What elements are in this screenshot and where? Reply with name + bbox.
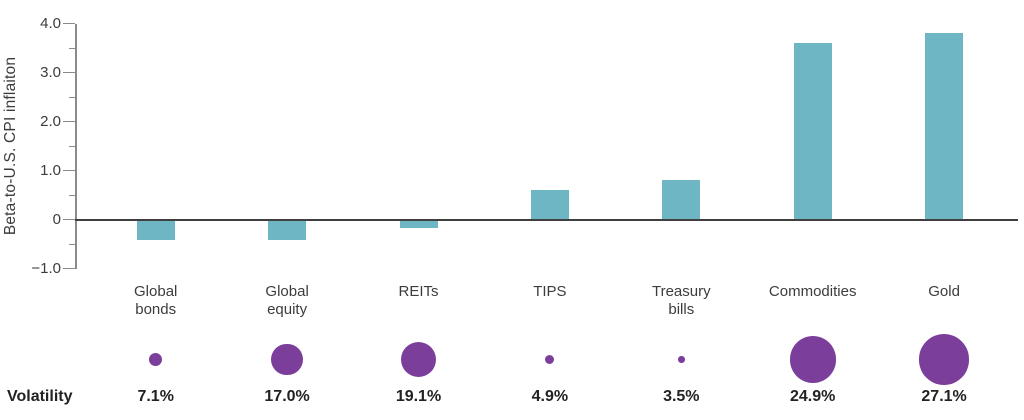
bar-global-equity [268, 220, 307, 241]
bar-tips [530, 190, 569, 220]
y-minor-tick-mark [69, 243, 75, 245]
volatility-value-reits: 19.1% [395, 388, 442, 405]
y-tick-label: 1.0 [40, 161, 61, 179]
y-minor-tick-mark [69, 145, 75, 147]
volatility-value-gold: 27.1% [921, 388, 967, 405]
y-tick-label: 4.0 [40, 14, 61, 32]
category-label-global-bonds: Global bonds [134, 283, 178, 318]
volatility-value-global-equity: 17.0% [264, 388, 310, 405]
y-minor-tick-mark [69, 194, 75, 196]
volatility-row-label: Volatility [7, 388, 73, 405]
y-tick-mark [63, 218, 75, 221]
bar-treasury-bills [662, 180, 701, 220]
zero-baseline [75, 218, 1018, 221]
y-tick-label: 2.0 [40, 112, 61, 130]
category-label-tips: TIPS [533, 283, 567, 300]
volatility-value-global-bonds: 7.1% [137, 388, 174, 405]
y-tick-mark [63, 120, 75, 123]
volatility-value-treasury-bills: 3.5% [663, 388, 700, 405]
category-label-reits: REITs [398, 283, 439, 300]
volatility-value-commodities: 24.9% [790, 388, 836, 405]
y-minor-tick-mark [69, 47, 75, 49]
volatility-bubble-reits [400, 341, 437, 378]
y-tick-mark [63, 71, 75, 74]
volatility-bubble-commodities [789, 336, 836, 383]
volatility-value-tips: 4.9% [531, 388, 569, 405]
y-tick-label: −1.0 [31, 259, 61, 277]
category-label-global-equity: Global equity [265, 283, 309, 318]
volatility-bubble-tips [545, 354, 555, 365]
volatility-bubble-global-equity [271, 343, 303, 376]
category-label-gold: Gold [928, 283, 960, 300]
y-minor-tick-mark [69, 96, 75, 98]
category-label-commodities: Commodities [768, 283, 857, 300]
y-tick-mark [63, 169, 75, 172]
bar-gold [925, 33, 964, 220]
bar-reits [399, 220, 438, 228]
category-label-treasury-bills: Treasury bills [651, 283, 711, 318]
y-axis-title: Beta-to-U.S. CPI inflaiton [2, 56, 19, 236]
y-tick-mark [63, 267, 75, 270]
bar-commodities [793, 43, 832, 220]
bar-global-bonds [136, 220, 175, 241]
y-tick-label: 0 [52, 210, 61, 228]
volatility-bubble-gold [919, 334, 970, 385]
y-tick-mark [63, 22, 75, 25]
volatility-bubble-treasury-bills [678, 356, 685, 363]
y-tick-label: 3.0 [40, 63, 61, 81]
volatility-bubble-global-bonds [149, 352, 163, 367]
y-axis-line [75, 23, 77, 269]
